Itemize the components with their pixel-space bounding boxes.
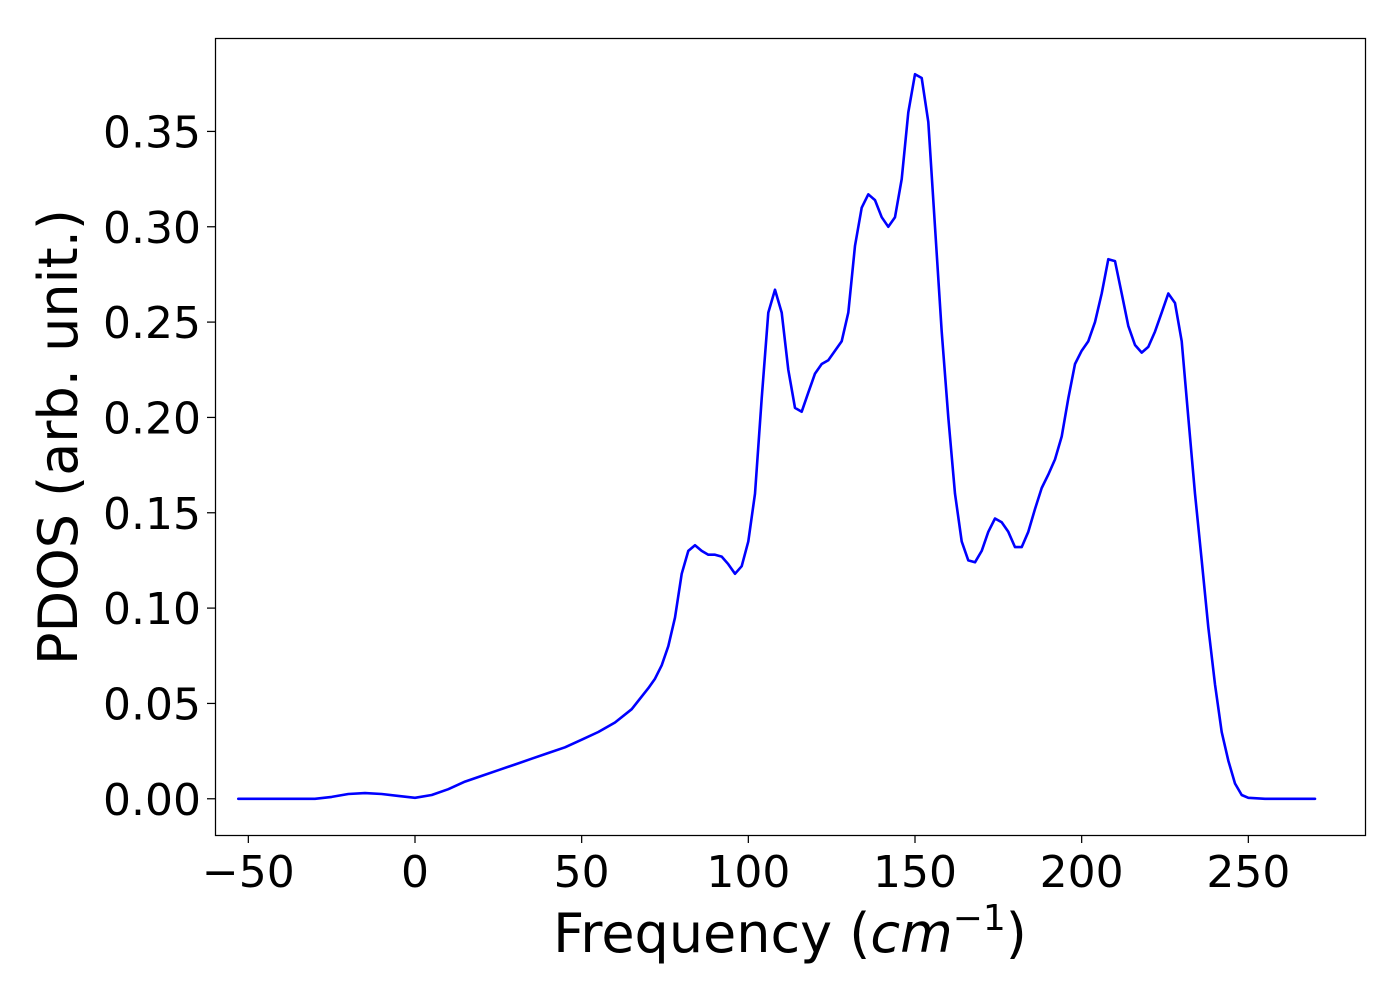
plot-frame <box>214 37 1367 837</box>
series-layer <box>237 72 1317 801</box>
x-tick-label: 100 <box>706 847 790 898</box>
y-tick-label: 0.05 <box>103 679 201 730</box>
x-tick-label: 50 <box>554 847 610 898</box>
y-tick-label: 0.25 <box>103 298 201 349</box>
x-tick-label: −50 <box>202 847 295 898</box>
y-tick-label: 0.35 <box>103 107 201 158</box>
x-tick-label: 250 <box>1206 847 1290 898</box>
y-axis-label: PDOS (arb. unit.) <box>27 209 90 665</box>
x-axis-label-prefix: Frequency ( <box>553 902 870 965</box>
y-tick-label: 0.20 <box>103 393 201 444</box>
x-tick-label: 0 <box>401 847 429 898</box>
x-tick-label: 200 <box>1040 847 1124 898</box>
x-axis-label: Frequency (cm−1) <box>553 898 1027 965</box>
y-tick-label: 0.10 <box>103 584 201 635</box>
y-tick-label: 0.00 <box>103 775 201 826</box>
y-tick-label: 0.30 <box>103 203 201 254</box>
y-axis-ticks: 0.00 0.05 0.10 0.15 0.20 0.25 0.30 0.35 <box>103 107 215 826</box>
x-tick-label: 150 <box>873 847 957 898</box>
pdos-series-line <box>237 72 1317 801</box>
x-axis-label-exponent: −1 <box>953 898 1006 939</box>
x-axis-label-suffix: ) <box>1006 902 1027 965</box>
x-axis-label-unit: cm <box>870 902 952 965</box>
y-tick-label: 0.15 <box>103 489 201 540</box>
x-axis-ticks: −50 0 50 100 150 200 250 <box>202 835 1290 898</box>
